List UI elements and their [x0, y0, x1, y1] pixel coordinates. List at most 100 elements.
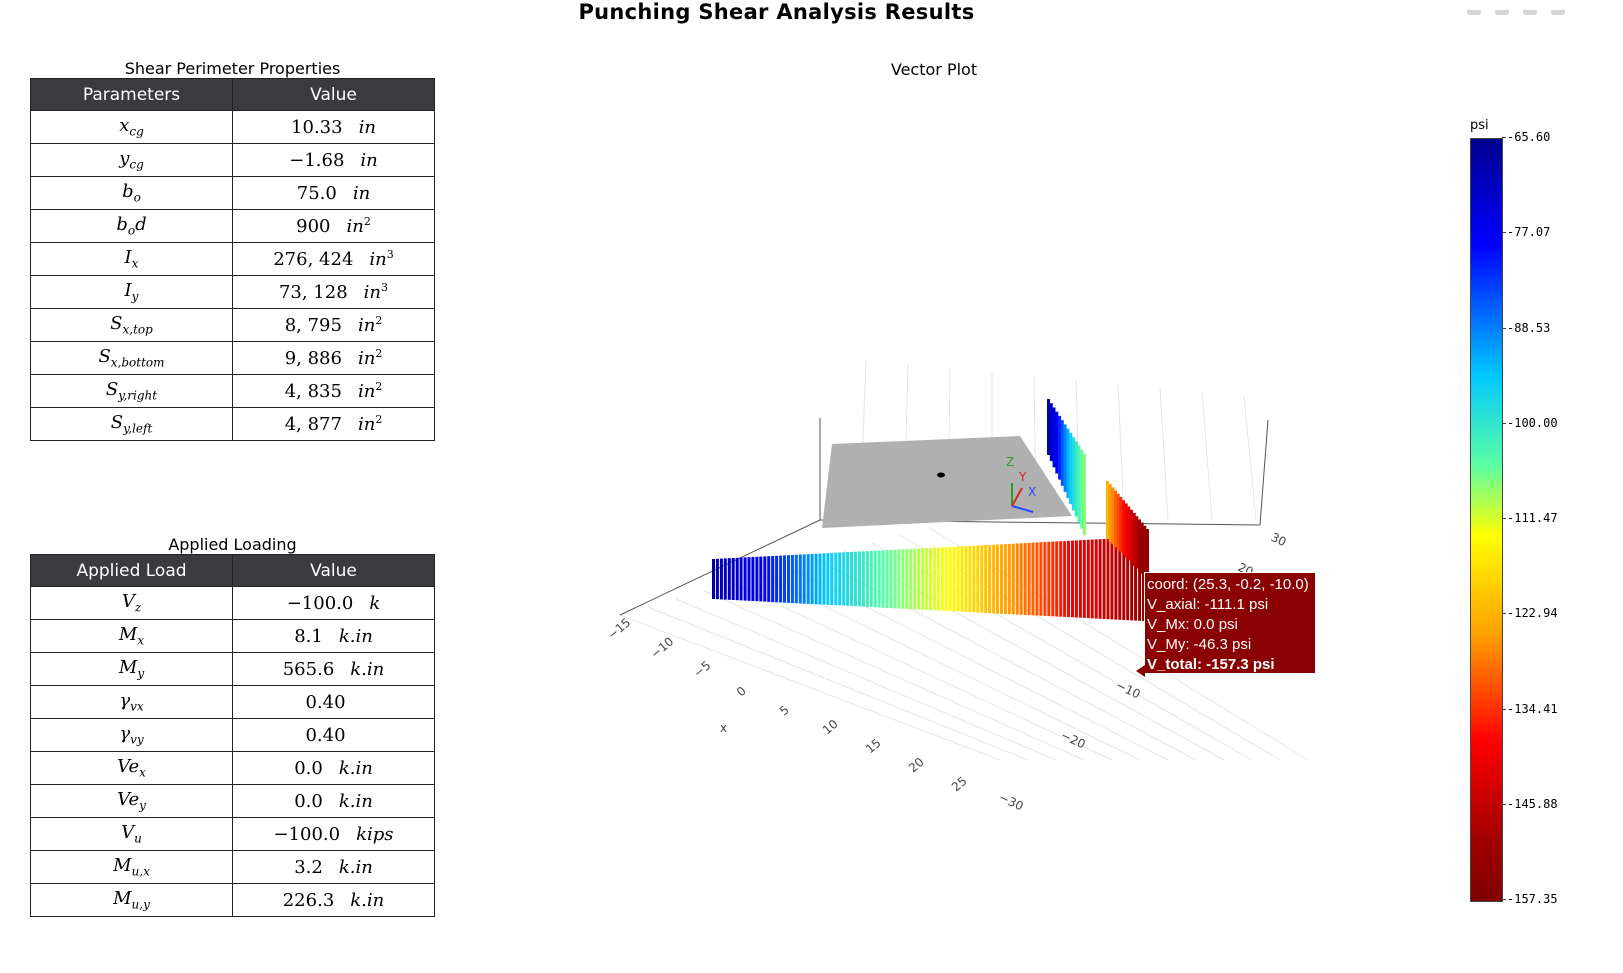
- stress-bar[interactable]: [1051, 541, 1055, 617]
- stress-bar[interactable]: [814, 553, 818, 605]
- stress-bar[interactable]: [1086, 539, 1090, 619]
- stress-bar[interactable]: [1055, 411, 1059, 474]
- stress-bar[interactable]: [798, 554, 802, 604]
- stress-bar[interactable]: [1015, 543, 1019, 615]
- stress-bar[interactable]: [988, 544, 992, 614]
- stress-bar[interactable]: [1058, 415, 1062, 480]
- stress-bar[interactable]: [1124, 503, 1128, 558]
- stress-bar[interactable]: [1023, 543, 1027, 615]
- stress-bar[interactable]: [1077, 445, 1081, 523]
- stress-bar[interactable]: [1031, 542, 1035, 616]
- stress-bar[interactable]: [1110, 538, 1114, 620]
- stress-bar[interactable]: [948, 546, 952, 612]
- stress-bar[interactable]: [731, 558, 735, 600]
- stress-bar[interactable]: [1083, 454, 1086, 535]
- stress-bar[interactable]: [996, 544, 999, 614]
- stress-bar[interactable]: [787, 555, 790, 603]
- stress-bar[interactable]: [1011, 543, 1015, 615]
- stress-bar[interactable]: [1098, 539, 1102, 619]
- plot-modebar[interactable]: [1453, 0, 1603, 15]
- stress-bar[interactable]: [877, 550, 881, 608]
- stress-bar[interactable]: [1122, 538, 1126, 620]
- stress-bar[interactable]: [1066, 428, 1070, 499]
- stress-bar[interactable]: [897, 549, 901, 609]
- stress-bar[interactable]: [865, 551, 869, 607]
- stress-bar[interactable]: [881, 550, 885, 608]
- stress-bar[interactable]: [1146, 529, 1149, 579]
- stress-bar[interactable]: [751, 557, 755, 601]
- stress-bar[interactable]: [850, 551, 854, 606]
- stress-bar[interactable]: [873, 550, 877, 608]
- stress-bar[interactable]: [869, 550, 873, 607]
- stress-bar[interactable]: [1143, 525, 1147, 577]
- stress-bar[interactable]: [1059, 541, 1063, 617]
- stress-bar[interactable]: [932, 547, 936, 611]
- stress-bar[interactable]: [858, 551, 861, 607]
- stress-bar[interactable]: [810, 554, 814, 605]
- stress-bar[interactable]: [1063, 541, 1067, 617]
- stress-bar[interactable]: [1055, 541, 1059, 617]
- stress-bar[interactable]: [1052, 407, 1056, 468]
- stress-bar[interactable]: [913, 548, 917, 610]
- stress-bar[interactable]: [771, 556, 775, 603]
- stress-bar[interactable]: [885, 550, 889, 608]
- stress-bar[interactable]: [1118, 538, 1122, 620]
- stress-bar[interactable]: [1074, 441, 1078, 517]
- stress-bar[interactable]: [727, 558, 731, 600]
- stress-bar[interactable]: [905, 549, 909, 609]
- stress-bar[interactable]: [1122, 500, 1125, 555]
- stress-bar[interactable]: [1027, 542, 1031, 616]
- stress-bar[interactable]: [972, 545, 976, 613]
- stress-bar[interactable]: [1067, 540, 1070, 618]
- stress-bar[interactable]: [723, 558, 727, 600]
- stress-bar[interactable]: [956, 546, 960, 612]
- stress-bar[interactable]: [929, 547, 932, 611]
- stress-bar[interactable]: [1063, 424, 1067, 492]
- stress-bar[interactable]: [755, 556, 759, 602]
- stress-bar[interactable]: [1135, 516, 1139, 569]
- stress-bar[interactable]: [802, 554, 806, 604]
- vector-plot-scene[interactable]: Z Y X −15 −10 −5 0 5 10 15 20 25 30 20 −10 −20 −30 x: [600, 340, 1360, 820]
- stress-bar[interactable]: [1116, 493, 1120, 550]
- stress-bar[interactable]: [925, 548, 928, 610]
- stress-bar[interactable]: [936, 547, 940, 611]
- stress-bar[interactable]: [1035, 542, 1039, 616]
- stress-bar[interactable]: [952, 546, 956, 612]
- stress-bar[interactable]: [1130, 537, 1134, 621]
- stress-bar[interactable]: [712, 559, 715, 599]
- modebar-button[interactable]: [1467, 10, 1481, 15]
- stress-bar[interactable]: [889, 549, 893, 609]
- stress-bar[interactable]: [980, 545, 984, 613]
- stress-bar[interactable]: [739, 557, 743, 601]
- stress-bar[interactable]: [1071, 437, 1075, 511]
- stress-bar[interactable]: [1047, 541, 1051, 617]
- stress-bar[interactable]: [861, 551, 865, 607]
- stress-bar[interactable]: [842, 552, 846, 606]
- stress-bar[interactable]: [767, 556, 771, 602]
- stress-bar[interactable]: [806, 554, 810, 604]
- stress-bar[interactable]: [1119, 497, 1123, 553]
- stress-bar[interactable]: [775, 555, 779, 603]
- stress-bar[interactable]: [984, 545, 988, 613]
- stress-bar[interactable]: [1003, 544, 1007, 614]
- stress-bar[interactable]: [917, 548, 921, 610]
- stress-bar[interactable]: [743, 557, 747, 601]
- stress-bar[interactable]: [960, 546, 964, 612]
- stress-bar[interactable]: [1000, 544, 1003, 614]
- stress-bar[interactable]: [940, 547, 944, 611]
- stress-bar[interactable]: [1082, 540, 1086, 618]
- stress-bar[interactable]: [944, 547, 948, 611]
- modebar-button[interactable]: [1551, 10, 1565, 15]
- stress-bar[interactable]: [1049, 403, 1053, 462]
- stress-bar[interactable]: [834, 552, 838, 606]
- stress-bar[interactable]: [909, 548, 913, 610]
- stress-bar[interactable]: [846, 552, 850, 606]
- modebar-button[interactable]: [1523, 10, 1537, 15]
- stress-bar[interactable]: [1111, 487, 1115, 545]
- stress-bar[interactable]: [1071, 540, 1074, 618]
- stress-bar[interactable]: [1094, 539, 1098, 619]
- modebar-button[interactable]: [1495, 10, 1509, 15]
- stress-bar[interactable]: [1019, 543, 1023, 615]
- stress-bar[interactable]: [1140, 522, 1144, 574]
- stress-bar[interactable]: [783, 555, 786, 603]
